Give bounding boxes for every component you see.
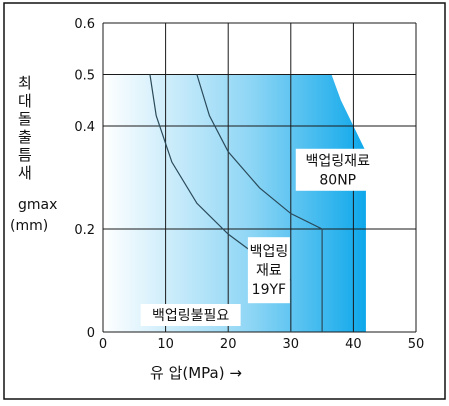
x-tick-label: 30 <box>283 337 300 352</box>
x-tick-label: 50 <box>408 337 425 352</box>
region-label-text: 재료 <box>256 263 282 279</box>
y-label-unit: (mm) <box>10 218 49 234</box>
x-tick-label: 20 <box>220 337 237 352</box>
y-tick-label: 0.2 <box>74 223 95 238</box>
outer-border <box>3 2 446 400</box>
x-tick-label: 40 <box>345 337 362 352</box>
y-tick-label: 0.6 <box>74 17 95 32</box>
region-label-box <box>295 148 380 191</box>
region-label-box <box>247 237 290 304</box>
region-label-text: 백업링재료 <box>306 153 371 169</box>
y-label-char: 틈 <box>18 146 32 164</box>
region-label-text: 백업링불필요 <box>152 308 229 324</box>
x-tick-label: 10 <box>157 337 174 352</box>
x-axis-title: 유 압(MPa) → <box>150 364 242 382</box>
y-label-char: 출 <box>18 128 32 146</box>
y-label-char: 돌 <box>18 110 32 128</box>
y-tick-label: 0 <box>87 326 95 341</box>
region-label-text: 80NP <box>319 172 356 188</box>
region-boundary-line <box>196 74 323 332</box>
y-label-char: 대 <box>18 92 32 110</box>
y-label-char: 최 <box>18 74 32 92</box>
y-tick-label: 0.4 <box>74 120 95 135</box>
y-label-symbol: gmax <box>18 197 58 213</box>
region-label-text: 19YF <box>252 282 286 298</box>
region-label-text: 백업링 <box>250 244 289 260</box>
region-label-box <box>140 304 241 327</box>
x-tick-label: 0 <box>99 337 107 352</box>
y-label-char: 새 <box>18 164 32 182</box>
y-tick-label: 0.5 <box>74 69 95 84</box>
region-fill <box>103 74 366 332</box>
